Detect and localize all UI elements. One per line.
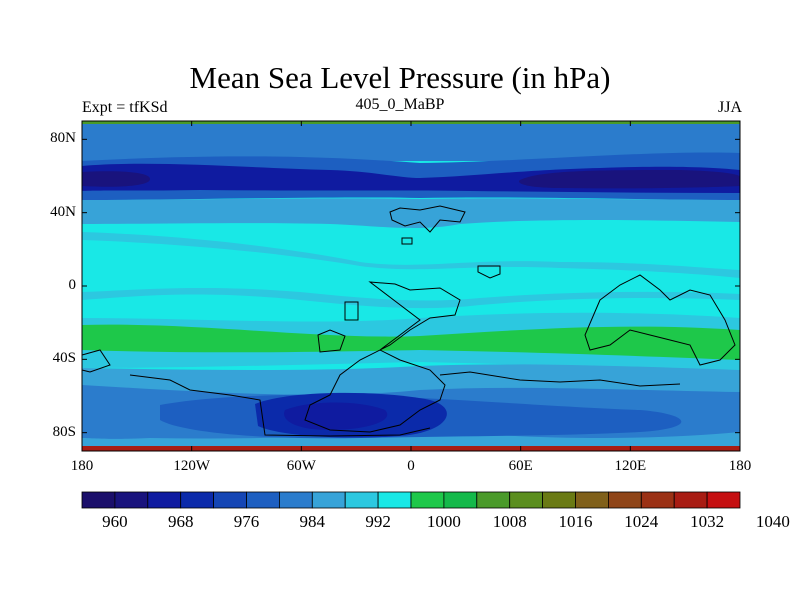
x-tick-label: 180 [70, 458, 94, 474]
colorbar-label: 1016 [558, 512, 593, 531]
colorbar-label: 960 [102, 512, 128, 531]
experiment-label: Expt = tfKSd [82, 99, 168, 116]
island-outline-east [477, 265, 501, 279]
colorbar-label: 984 [299, 512, 326, 531]
tick-marks [81, 121, 741, 451]
colorbar-label: 1032 [690, 512, 725, 531]
band-north-polar [82, 121, 740, 161]
colorbar-swatch [114, 491, 149, 509]
colorbar-label: 992 [365, 512, 391, 531]
y-tick-label: 80N [50, 130, 76, 147]
island-outline-small [344, 301, 359, 321]
colorbar-swatch [476, 491, 511, 509]
x-tick-label: 0 [407, 458, 415, 474]
colorbar-swatch [410, 491, 445, 509]
band-tropical-inner [82, 240, 740, 301]
time-label: 405_0_MaBP [355, 96, 445, 113]
continent-outline-sw [317, 329, 346, 353]
continent-outline-north [389, 205, 466, 233]
plot-title: Mean Sea Level Pressure (in hPa) [189, 60, 611, 95]
continent-outline-east [584, 274, 736, 366]
colorbar-swatch [509, 491, 544, 509]
season-label: JJA [717, 99, 742, 116]
colorbar-label: 1040 [755, 512, 790, 531]
colorbar-swatch [542, 491, 576, 509]
y-tick-label: 0 [68, 277, 77, 293]
colorbar-swatch [246, 491, 280, 509]
colorbar-swatch [377, 491, 412, 509]
continent-outline-antarctic [129, 374, 431, 437]
colorbar-label: 1000 [426, 512, 461, 531]
colorbar-swatch [673, 491, 708, 509]
pressure-field [82, 121, 740, 451]
x-tick-label: 60E [508, 458, 533, 474]
colorbar-swatch [311, 491, 346, 509]
island-outline [401, 237, 413, 245]
colorbar-swatch [147, 491, 182, 509]
x-tick-label: 120W [173, 458, 210, 474]
low-north-west [82, 171, 150, 187]
colorbar-swatch [706, 491, 741, 509]
band-south-ridge [82, 324, 740, 360]
colorbar-swatch [443, 491, 478, 509]
continent-outline-south-central [304, 281, 461, 433]
continent-outline-south-coast [439, 371, 681, 387]
colorbar-label: 968 [167, 512, 194, 531]
colorbar-label: 1024 [624, 512, 659, 531]
colorbar-swatch [608, 491, 642, 509]
continent-outlines [81, 205, 736, 437]
y-tick-label: 40N [50, 203, 76, 220]
y-tick-label: 40S [52, 350, 76, 367]
colorbar-swatch [640, 491, 675, 509]
colorbar-swatch [575, 491, 609, 509]
band-subpolar-north [82, 198, 740, 229]
x-tick-label: 120E [614, 458, 647, 474]
y-tick-label: 80S [52, 423, 76, 440]
colorbar [81, 491, 741, 509]
colorbar-swatch [278, 491, 313, 509]
colorbar-label: 1008 [492, 512, 527, 531]
colorbar-swatch [344, 491, 379, 509]
x-tick-label: 60W [286, 458, 316, 474]
colorbar-swatch [81, 491, 116, 509]
colorbar-swatch [213, 491, 247, 509]
x-tick-label: 180 [728, 458, 752, 474]
colorbar-swatch [180, 491, 214, 509]
low-north-east [519, 170, 740, 189]
continent-outline-west-edge [81, 349, 111, 373]
low-south-core [284, 402, 388, 430]
colorbar-label: 976 [233, 512, 260, 531]
